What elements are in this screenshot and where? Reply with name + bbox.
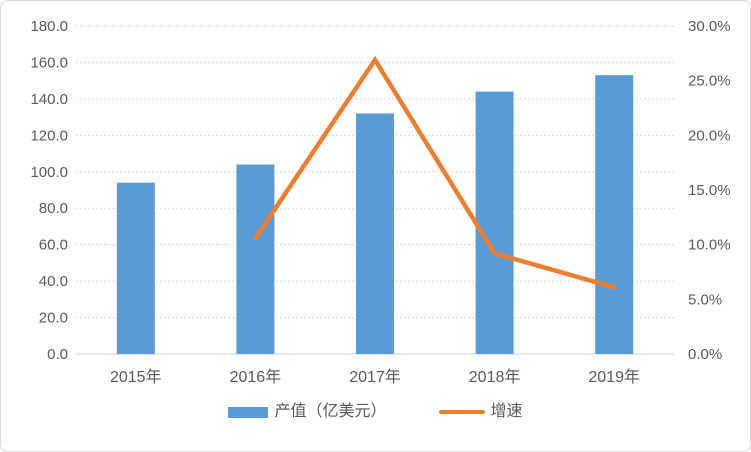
line-series-swatch <box>438 409 485 415</box>
x-axis-category-label: 2016年 <box>230 368 282 386</box>
right-axis-tick-label: 30.0% <box>688 18 731 35</box>
left-axis-tick-label: 20.0 <box>39 310 68 327</box>
bar-series-swatch <box>228 406 269 418</box>
right-axis-tick-label: 15.0% <box>688 182 731 199</box>
right-axis-tick-label: 20.0% <box>688 127 731 144</box>
right-axis-tick-label: 0.0% <box>688 346 722 363</box>
left-axis-tick-label: 60.0 <box>39 237 68 254</box>
left-axis-tick-label: 180.0 <box>30 18 68 35</box>
legend-item-bar: 产值（亿美元） <box>228 403 387 420</box>
x-axis-category-label: 2019年 <box>588 368 640 386</box>
legend-item-line: 增速 <box>438 403 523 420</box>
legend: 产值（亿美元） 增速 <box>1 404 750 420</box>
bar-series-label: 产值（亿美元） <box>274 403 387 420</box>
left-axis-tick-label: 120.0 <box>30 127 68 144</box>
bar <box>116 182 155 354</box>
right-axis-tick-label: 10.0% <box>688 237 731 254</box>
bar <box>236 164 275 354</box>
bar <box>595 75 634 354</box>
left-axis-tick-label: 0.0 <box>47 346 68 363</box>
x-axis-category-label: 2018年 <box>469 368 521 386</box>
right-axis-tick-label: 5.0% <box>688 291 722 308</box>
combo-chart: 0.0 20.0 40.0 60.0 80.0 100.0 120.0 140.0 160.0 1… <box>30 18 731 386</box>
left-axis-tick-label: 140.0 <box>30 91 68 108</box>
x-axis-category-label: 2017年 <box>349 368 401 386</box>
left-axis-tick-label: 100.0 <box>30 164 68 181</box>
bar <box>356 113 394 354</box>
left-axis-tick-label: 40.0 <box>39 273 68 290</box>
x-axis-category-label: 2015年 <box>110 368 162 386</box>
left-axis-tick-label: 160.0 <box>30 54 68 71</box>
bar <box>475 91 514 354</box>
right-axis-tick-label: 25.0% <box>688 73 731 90</box>
line-series <box>253 55 617 290</box>
line-series-label: 增速 <box>490 403 523 420</box>
left-axis-tick-label: 80.0 <box>39 200 68 217</box>
